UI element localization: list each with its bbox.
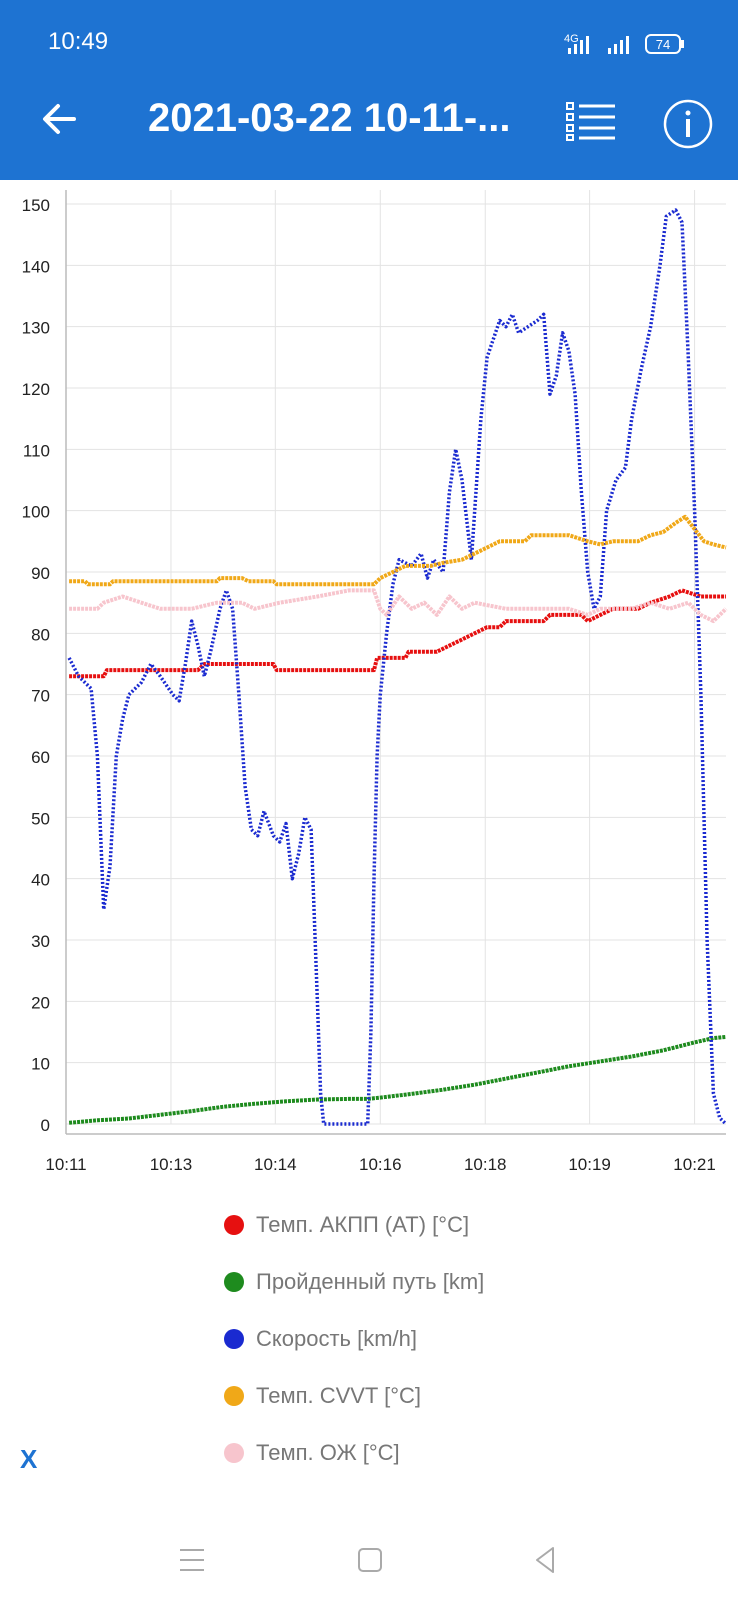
y-tick-label: 0 bbox=[41, 1116, 50, 1135]
y-tick-label: 130 bbox=[22, 319, 50, 338]
legend-item-coolant[interactable]: Темп. ОЖ [°C] bbox=[224, 1433, 400, 1473]
close-button[interactable]: X bbox=[20, 1444, 38, 1474]
y-tick-label: 20 bbox=[31, 993, 50, 1012]
status-icons: 4G 74 bbox=[564, 33, 684, 54]
y-tick-label: 70 bbox=[31, 687, 50, 706]
legend-label: Темп. АКПП (AT) [°C] bbox=[256, 1212, 470, 1237]
x-tick-label: 10:21 bbox=[673, 1155, 716, 1174]
series-line-3 bbox=[69, 514, 727, 587]
legend-label: Пройденный путь [km] bbox=[256, 1269, 485, 1294]
x-tick-label: 10:19 bbox=[568, 1155, 611, 1174]
app-bar: 10:49 4G 74 2021-03-22 10-11-... bbox=[0, 0, 738, 180]
x-tick-label: 10:16 bbox=[359, 1155, 402, 1174]
battery-level: 74 bbox=[656, 37, 670, 52]
y-tick-label: 30 bbox=[31, 932, 50, 951]
legend-item-distance[interactable]: Пройденный путь [km] bbox=[224, 1262, 484, 1302]
info-icon[interactable] bbox=[662, 98, 714, 150]
navigation-bar bbox=[0, 1510, 738, 1600]
legend-label: Темп. CVVT [°C] bbox=[256, 1383, 421, 1408]
series-line-2 bbox=[67, 208, 728, 1126]
network-type: 4G bbox=[564, 33, 579, 45]
y-tick-label: 40 bbox=[31, 871, 50, 890]
back-icon[interactable] bbox=[525, 1540, 565, 1580]
y-tick-label: 140 bbox=[22, 257, 50, 276]
x-tick-label: 10:14 bbox=[254, 1155, 297, 1174]
y-tick-label: 120 bbox=[22, 380, 50, 399]
y-tick-label: 50 bbox=[31, 809, 50, 828]
legend-marker bbox=[224, 1272, 244, 1292]
y-tick-label: 10 bbox=[31, 1055, 50, 1074]
y-tick-label: 80 bbox=[31, 625, 50, 644]
legend-item-at-temp[interactable]: Темп. АКПП (AT) [°C] bbox=[224, 1205, 469, 1245]
legend-label: Темп. ОЖ [°C] bbox=[256, 1440, 400, 1465]
legend-marker bbox=[224, 1329, 244, 1349]
list-icon[interactable] bbox=[565, 100, 617, 142]
x-tick-label: 10:13 bbox=[150, 1155, 193, 1174]
battery-icon: 74 bbox=[645, 34, 684, 54]
legend-item-cvvt[interactable]: Темп. CVVT [°C] bbox=[224, 1376, 421, 1416]
y-tick-label: 60 bbox=[31, 748, 50, 767]
x-tick-label: 10:11 bbox=[45, 1155, 86, 1174]
legend-marker bbox=[224, 1386, 244, 1406]
home-icon[interactable] bbox=[350, 1540, 390, 1580]
page-title: 2021-03-22 10-11-... bbox=[148, 96, 511, 140]
legend-marker bbox=[224, 1443, 244, 1463]
status-time: 10:49 bbox=[48, 28, 109, 55]
y-tick-label: 110 bbox=[23, 441, 50, 460]
series-line-4 bbox=[69, 588, 728, 624]
legend-item-speed[interactable]: Скорость [km/h] bbox=[224, 1319, 417, 1359]
y-tick-label: 100 bbox=[22, 503, 50, 522]
y-tick-label: 90 bbox=[31, 564, 50, 583]
menu-icon[interactable] bbox=[172, 1540, 212, 1580]
line-chart: 0 10 20 30 40 50 60 70 80 90 100 110 120 130 140 150 10:… bbox=[22, 190, 728, 1174]
back-arrow-icon[interactable] bbox=[38, 98, 80, 140]
x-tick-label: 10:18 bbox=[464, 1155, 507, 1174]
series-line-1 bbox=[68, 1034, 727, 1125]
signal-icon bbox=[568, 36, 629, 54]
legend-label: Скорость [km/h] bbox=[256, 1326, 418, 1351]
legend-marker bbox=[224, 1215, 244, 1235]
y-tick-label: 150 bbox=[22, 196, 50, 215]
